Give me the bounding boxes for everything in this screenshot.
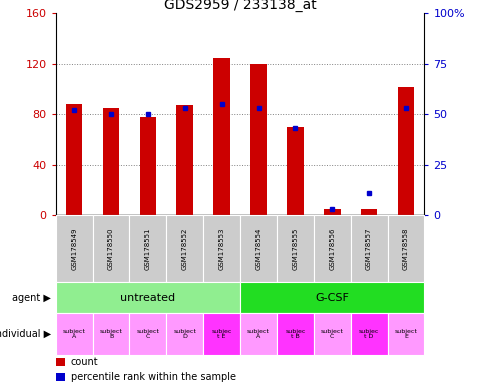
Bar [350,313,387,355]
Text: GSM178550: GSM178550 [108,227,114,270]
Text: GSM178556: GSM178556 [329,227,334,270]
Text: subject
A: subject A [246,329,270,339]
Bar [56,358,65,366]
Bar [139,117,156,215]
Bar [213,58,229,215]
Bar [56,215,92,282]
Text: GSM178554: GSM178554 [255,227,261,270]
Text: individual ▶: individual ▶ [0,329,51,339]
Bar [166,313,203,355]
Bar [240,282,424,313]
Bar [92,313,129,355]
Text: G-CSF: G-CSF [315,293,348,303]
Title: GDS2959 / 233138_at: GDS2959 / 233138_at [164,0,316,12]
Bar [56,282,240,313]
Bar [313,215,350,282]
Bar [240,215,276,282]
Bar [350,215,387,282]
Bar [250,64,266,215]
Text: subject
B: subject B [99,329,122,339]
Bar [66,104,82,215]
Bar [276,313,313,355]
Bar [56,373,65,381]
Text: subject
C: subject C [136,329,159,339]
Bar [287,127,303,215]
Text: GSM178557: GSM178557 [365,227,371,270]
Bar [387,215,424,282]
Text: subject
D: subject D [173,329,196,339]
Text: subjec
t B: subjec t B [285,329,305,339]
Bar [203,313,240,355]
Bar [387,313,424,355]
Bar [92,215,129,282]
Bar [240,313,276,355]
Text: count: count [70,357,98,367]
Text: percentile rank within the sample: percentile rank within the sample [70,372,235,382]
Bar [276,215,313,282]
Bar [397,86,413,215]
Text: GSM178552: GSM178552 [182,227,187,270]
Bar [56,313,92,355]
Text: agent ▶: agent ▶ [12,293,51,303]
Text: subjec
t E: subjec t E [211,329,231,339]
Text: subject
A: subject A [62,329,86,339]
Bar [129,313,166,355]
Bar [129,215,166,282]
Text: GSM178558: GSM178558 [402,227,408,270]
Bar [360,209,377,215]
Bar [166,215,203,282]
Bar [203,215,240,282]
Bar [323,209,340,215]
Text: subject
C: subject C [320,329,343,339]
Bar [176,106,193,215]
Text: untreated: untreated [120,293,175,303]
Text: GSM178551: GSM178551 [145,227,151,270]
Text: subjec
t D: subjec t D [358,329,378,339]
Bar [313,313,350,355]
Bar [103,108,119,215]
Text: GSM178553: GSM178553 [218,227,224,270]
Text: GSM178555: GSM178555 [292,227,298,270]
Text: GSM178549: GSM178549 [71,227,77,270]
Text: subject
E: subject E [393,329,417,339]
